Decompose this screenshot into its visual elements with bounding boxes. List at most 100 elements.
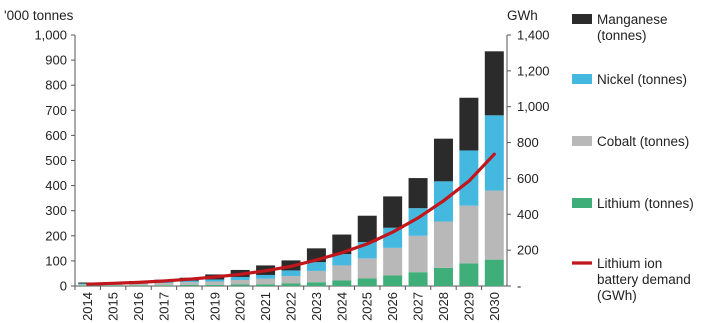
right-tick-label: 1,200 (517, 63, 550, 78)
bar-segment (332, 254, 352, 266)
right-tick-label: 800 (517, 135, 539, 150)
bar-segment (230, 276, 250, 280)
x-tick-label: 2021 (258, 292, 273, 321)
bar-segment (230, 284, 250, 286)
bar-segment (408, 178, 428, 209)
left-tick-label: 700 (45, 103, 67, 118)
x-tick-label: 2017 (156, 292, 171, 321)
right-tick-label: 1,400 (517, 28, 550, 43)
legend-label: (tonnes) (597, 28, 647, 43)
left-tick-label: 0 (60, 279, 67, 294)
bar-segment (256, 278, 276, 285)
x-tick-label: 2029 (461, 292, 476, 321)
left-tick-label: 400 (45, 178, 67, 193)
bar-segment (357, 278, 377, 286)
left-tick-label: 1,000 (34, 28, 67, 43)
bar-segment (205, 281, 225, 285)
bar-segment (357, 215, 377, 243)
bar-segment (357, 258, 377, 279)
bar-segment (459, 205, 479, 264)
legend-label: (GWh) (597, 288, 637, 303)
x-tick-label: 2014 (80, 292, 95, 321)
x-tick-label: 2016 (131, 292, 146, 321)
left-tick-label: 800 (45, 78, 67, 93)
legend-label: Lithium (tonnes) (597, 196, 694, 211)
bar-segment (383, 275, 403, 286)
bar-segment (256, 274, 276, 279)
x-tick-label: 2026 (385, 292, 400, 321)
legend-swatch (572, 14, 592, 24)
bar-segment (459, 263, 479, 286)
x-tick-label: 2015 (106, 292, 121, 321)
left-tick-label: 200 (45, 228, 67, 243)
legend-label: battery demand (597, 272, 691, 287)
bar-segment (205, 279, 225, 282)
bar-segment (383, 247, 403, 276)
bar-segment (433, 221, 453, 268)
bar-segment (306, 270, 326, 283)
bar-segment (484, 259, 504, 286)
x-tick-label: 2024 (334, 292, 349, 321)
right-tick-label: - (517, 279, 521, 294)
bar-segment (281, 275, 301, 284)
bar-segment (433, 267, 453, 286)
right-tick-label: 1,000 (517, 99, 550, 114)
bar-segment (484, 51, 504, 116)
bar-segment (281, 283, 301, 286)
bar-segment (129, 285, 149, 286)
legend-label: Lithium ion (597, 256, 662, 271)
battery-demand-line (86, 152, 496, 286)
legend-label: Cobalt (tonnes) (597, 134, 689, 149)
left-tick-label: 100 (45, 253, 67, 268)
x-tick-label: 2018 (182, 292, 197, 321)
bar-segment (103, 285, 123, 286)
bar-segment (306, 282, 326, 286)
left-tick-label: 900 (45, 53, 67, 68)
right-axis-unit: GWh (507, 8, 538, 23)
legend: Manganese(tonnes) Nickel (tonnes) Cobalt (… (572, 12, 694, 303)
bar-segment (154, 282, 174, 286)
bar-segment (129, 283, 149, 286)
bar-segment (306, 262, 326, 271)
legend-swatch (572, 74, 592, 84)
x-tick-label: 2030 (487, 292, 502, 321)
bar-segment (433, 138, 453, 182)
bar-segment (332, 234, 352, 255)
bar-segment (332, 280, 352, 286)
bar-segment (383, 196, 403, 228)
bar-segment (205, 284, 225, 286)
bar-segment (459, 97, 479, 151)
x-tick-label: 2028 (436, 292, 451, 321)
bar-segment (281, 270, 301, 276)
x-tick-label: 2020 (233, 292, 248, 321)
legend-label: Manganese (597, 12, 668, 27)
legend-swatch (572, 198, 592, 208)
left-axis-unit: '000 tonnes (4, 8, 74, 23)
x-tick-label: 2025 (360, 292, 375, 321)
bar-segment (256, 284, 276, 286)
bar-segment (179, 282, 199, 285)
left-tick-label: 500 (45, 153, 67, 168)
x-tick-label: 2023 (309, 292, 324, 321)
legend-swatch (572, 136, 592, 146)
bar-segment (332, 265, 352, 281)
plot-area: 0 100 200 300 400 500 600 700 800 900 1,000 - 200 400… (34, 28, 549, 321)
right-tick-label: 400 (517, 207, 539, 222)
bar-segment (484, 190, 504, 260)
bar-segment (408, 235, 428, 273)
legend-label: Nickel (tonnes) (597, 72, 687, 87)
x-tick-label: 2019 (207, 292, 222, 321)
bar-segment (408, 272, 428, 286)
x-tick-label: 2022 (284, 292, 299, 321)
left-tick-label: 300 (45, 203, 67, 218)
bar-segment (459, 150, 479, 206)
right-tick-label: 200 (517, 243, 539, 258)
bar-segment (154, 285, 174, 286)
x-tick-label: 2027 (411, 292, 426, 321)
bar-segment (179, 284, 199, 286)
bar-segment (230, 279, 250, 285)
bar-segment (179, 280, 199, 283)
left-tick-label: 600 (45, 128, 67, 143)
right-tick-label: 600 (517, 171, 539, 186)
